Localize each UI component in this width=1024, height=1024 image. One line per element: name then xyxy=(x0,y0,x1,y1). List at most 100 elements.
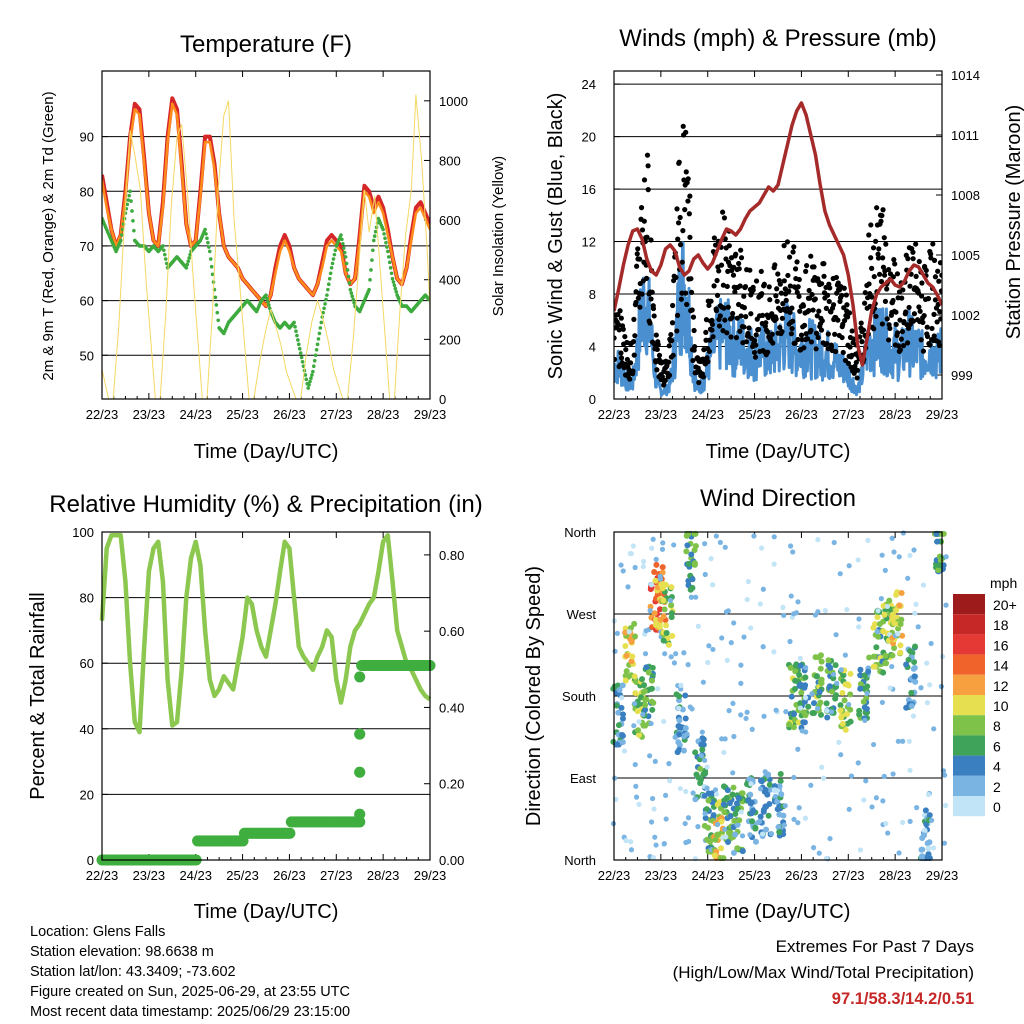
direction-point xyxy=(926,839,933,846)
gust-point xyxy=(766,284,772,290)
direction-point xyxy=(788,593,794,599)
gust-point xyxy=(814,313,820,319)
direction-point xyxy=(623,837,629,844)
direction-point xyxy=(723,794,730,801)
direction-point xyxy=(935,566,942,573)
direction-point xyxy=(698,753,705,759)
direction-point xyxy=(628,847,635,853)
gust-point xyxy=(938,288,942,294)
extremes-box: Extremes For Past 7 Days (High/Low/Max W… xyxy=(673,934,974,1012)
gust-point xyxy=(794,289,800,296)
gust-point xyxy=(873,313,879,319)
dewpoint-point xyxy=(318,326,323,330)
direction-point xyxy=(796,805,802,811)
gust-point xyxy=(813,346,819,352)
direction-point xyxy=(889,663,895,670)
gust-point xyxy=(632,333,638,339)
direction-point xyxy=(677,785,683,792)
rh-y2tick-label: 0.80 xyxy=(439,548,464,563)
direction-point xyxy=(798,689,805,696)
direction-point xyxy=(700,679,706,685)
legend-swatch xyxy=(953,715,985,736)
gust-point xyxy=(934,319,940,325)
gust-point xyxy=(773,293,779,299)
precip-point xyxy=(354,671,366,683)
legend-label: 6 xyxy=(993,738,1001,754)
gust-point xyxy=(832,348,839,355)
direction-point xyxy=(705,824,712,831)
direction-point xyxy=(757,601,763,607)
direction-point xyxy=(761,713,767,719)
direction-point xyxy=(813,673,820,680)
direction-point xyxy=(689,706,695,712)
direction-point xyxy=(863,778,869,784)
gust-point xyxy=(742,283,749,290)
temp-ytick-label: 60 xyxy=(80,294,94,309)
gust-point xyxy=(779,315,785,321)
direction-point xyxy=(830,671,837,678)
direction-point xyxy=(885,830,891,836)
direction-point xyxy=(619,711,626,718)
direction-point xyxy=(876,621,883,628)
dewpoint-point xyxy=(342,250,347,255)
wind-series-group xyxy=(614,101,942,397)
rh-ytick-label: 40 xyxy=(80,722,94,737)
direction-point xyxy=(710,646,716,653)
gust-point xyxy=(714,277,720,284)
direction-point xyxy=(668,654,674,660)
station-latlon: Station lat/lon: 43.3409; -73.602 xyxy=(30,964,236,980)
dewpoint-point xyxy=(322,306,326,311)
temp-xtick-label: 29/23 xyxy=(414,407,447,422)
direction-point xyxy=(713,791,720,797)
direction-point xyxy=(891,549,897,555)
gust-point xyxy=(620,326,626,332)
gust-point xyxy=(711,283,717,289)
precip-point xyxy=(354,728,366,740)
direction-point xyxy=(818,658,825,665)
gust-point xyxy=(690,357,696,364)
dewpoint-point xyxy=(214,303,219,307)
direction-point xyxy=(926,812,933,819)
direction-point xyxy=(692,796,699,803)
gust-point xyxy=(721,305,727,311)
gust-point xyxy=(674,312,681,318)
direction-point xyxy=(839,720,846,727)
gust-point xyxy=(728,334,734,340)
direction-point xyxy=(650,699,657,706)
gust-point xyxy=(730,310,736,317)
gust-point xyxy=(786,288,792,294)
direction-point xyxy=(719,736,725,742)
direction-point xyxy=(809,691,815,697)
direction-point xyxy=(713,533,719,539)
direction-point xyxy=(847,691,854,698)
dewpoint-point xyxy=(216,318,221,323)
direction-point xyxy=(636,801,642,807)
dewpoint-point xyxy=(372,234,377,238)
gust-point xyxy=(869,265,875,271)
direction-point xyxy=(837,702,844,709)
gust-point xyxy=(893,321,899,328)
dewpoint-point xyxy=(367,287,371,292)
direction-point xyxy=(659,585,666,592)
dir-ytick-label: North xyxy=(564,525,596,540)
gust-point xyxy=(870,245,877,251)
direction-point xyxy=(752,824,759,831)
gust-point xyxy=(918,337,924,343)
dewpoint-point xyxy=(340,237,344,242)
dewpoint-point xyxy=(325,293,329,297)
dewpoint-point xyxy=(208,257,213,261)
gust-point xyxy=(850,336,857,342)
direction-point xyxy=(628,658,635,665)
temperature-ylabel: 2m & 9m T (Red, Orange) & 2m Td (Green) xyxy=(40,91,57,380)
gust-point xyxy=(765,329,771,335)
temp-y2tick-label: 1000 xyxy=(439,94,468,109)
gust-point xyxy=(924,333,931,340)
dewpoint-point xyxy=(203,227,207,232)
gust-point xyxy=(675,236,681,242)
direction-point xyxy=(907,818,913,824)
temp-y2tick-label: 600 xyxy=(439,213,461,228)
dewpoint-point xyxy=(329,266,334,270)
direction-point xyxy=(738,662,744,668)
direction-point xyxy=(750,807,757,814)
gust-point xyxy=(746,325,752,331)
